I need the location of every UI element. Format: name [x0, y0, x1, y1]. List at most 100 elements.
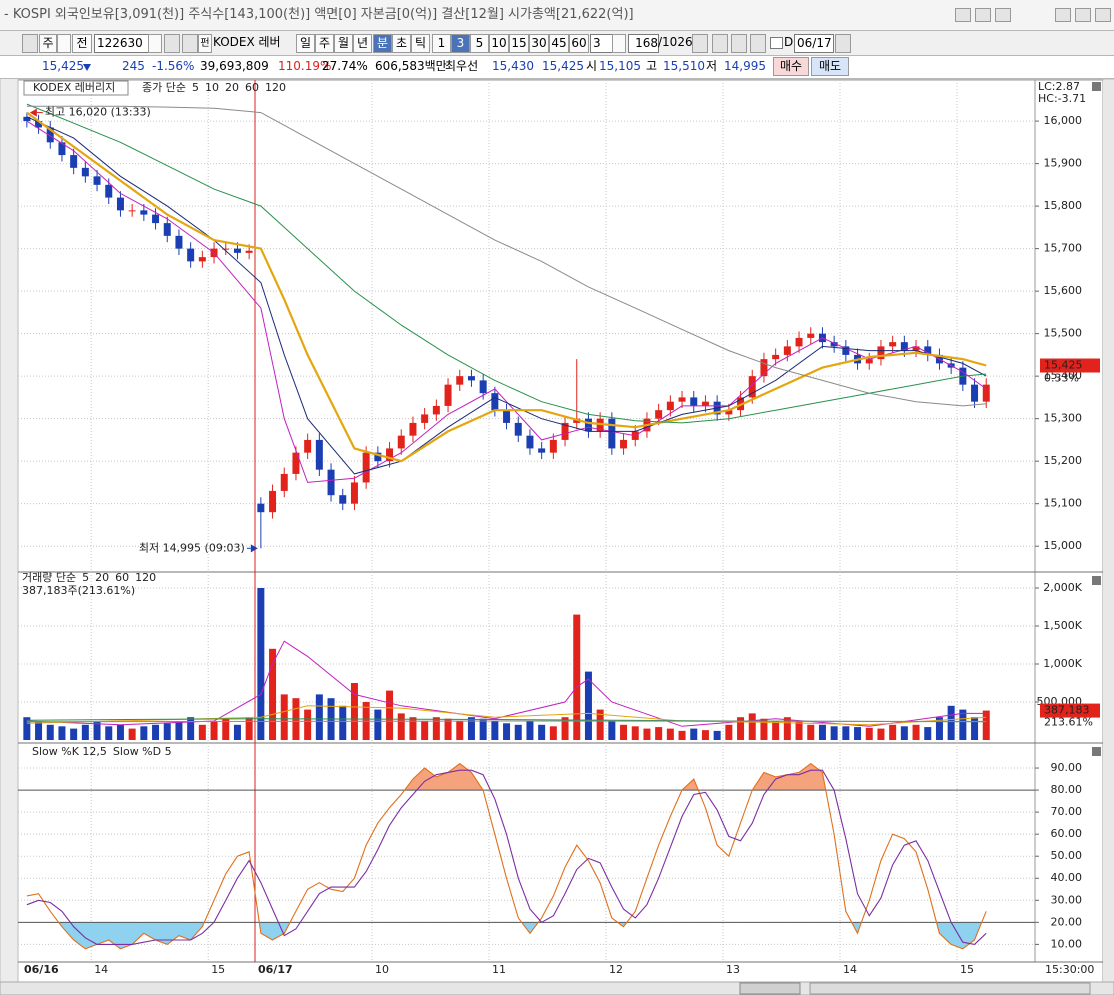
volume-bar [608, 721, 616, 740]
checkbox[interactable] [770, 37, 783, 49]
y-tick-label: 30.00 [1051, 893, 1083, 906]
candle-body [35, 121, 43, 128]
candle-body [655, 410, 663, 419]
save-button[interactable] [731, 34, 747, 53]
y-tick-label: 60.00 [1051, 827, 1083, 840]
legend-entry: 20 [225, 81, 239, 94]
dropdown-arrow[interactable] [148, 34, 162, 53]
ma-line [26, 111, 987, 463]
buy-button[interactable]: 매수 [773, 57, 809, 76]
candle-body [807, 333, 815, 338]
candle-body [245, 250, 253, 253]
annotation-arrow [29, 108, 37, 117]
calendar-button[interactable] [835, 34, 851, 53]
interval-button[interactable]: 10 [489, 34, 509, 53]
volume-bar [924, 727, 932, 740]
volume: 39,693,809 [200, 59, 269, 73]
candle-body [561, 422, 569, 440]
candle-body [620, 439, 628, 449]
adjust-button[interactable]: 전 [72, 34, 92, 53]
minimize-button[interactable] [1055, 8, 1071, 22]
pane-close[interactable] [1092, 82, 1101, 91]
tool-button[interactable] [692, 34, 708, 53]
candle-body [503, 410, 511, 423]
volume-bar [81, 724, 89, 740]
unit-button[interactable]: 일 [296, 34, 315, 53]
legend-entry: 5 [192, 81, 199, 94]
unit-button[interactable]: 년 [353, 34, 372, 53]
candle-body [830, 342, 838, 347]
dropdown-arrow[interactable] [57, 34, 71, 53]
candle-body [105, 184, 113, 198]
y-tick-label: 15,700 [1044, 242, 1083, 255]
volume-bar [947, 705, 955, 740]
annotation-arrow [250, 544, 258, 553]
candle-body [233, 248, 241, 253]
volume-bar [245, 717, 253, 740]
unit-button[interactable]: 틱 [411, 34, 430, 53]
zoom-buttons[interactable] [809, 982, 1091, 995]
count-input[interactable]: 168 [628, 34, 659, 53]
interval-button[interactable]: 45 [549, 34, 569, 53]
volume-bar [467, 717, 475, 740]
volume-bar [865, 727, 873, 740]
multiplier-input[interactable]: 3 [590, 34, 614, 53]
down-arrow [83, 64, 91, 71]
turnover: 27.74% [322, 59, 368, 73]
window-button[interactable] [955, 8, 971, 22]
close-button[interactable] [1095, 8, 1111, 22]
candle-body [912, 346, 920, 351]
interval-button[interactable]: 15 [509, 34, 529, 53]
y-tick-label: 15,200 [1044, 454, 1083, 467]
dropdown-arrow[interactable] [612, 34, 626, 53]
x-tick-label: 11 [492, 963, 506, 976]
tool-button[interactable] [712, 34, 728, 53]
y-tick-label: 15,000 [1044, 539, 1083, 552]
sound-button[interactable] [182, 34, 198, 53]
interval-button[interactable]: 3 [451, 34, 470, 53]
chart-name: KODEX 레버리지 [33, 81, 115, 94]
sell-button[interactable]: 매도 [811, 57, 849, 76]
interval-button[interactable]: 60 [569, 34, 589, 53]
volume-bar [386, 690, 394, 740]
volume-bar [678, 730, 686, 740]
stochastic-line [26, 762, 987, 950]
candle-body [865, 359, 873, 364]
candle-body [327, 469, 335, 496]
x-tick-label: 14 [94, 963, 108, 976]
open-label: 시 [586, 59, 598, 73]
interval-button[interactable]: 30 [529, 34, 549, 53]
unit-button[interactable]: 분 [373, 34, 392, 53]
unit-button[interactable]: 초 [392, 34, 411, 53]
settings-button[interactable] [750, 34, 766, 53]
window-button[interactable] [995, 8, 1011, 22]
y-tick-label: 1,000K [1043, 657, 1082, 670]
candle-body [760, 359, 768, 377]
candle-body [280, 473, 288, 491]
layout-button[interactable] [22, 34, 38, 53]
period-select[interactable]: 주 [39, 34, 57, 53]
price: 15,425 [42, 59, 84, 73]
volume-bar [198, 724, 206, 740]
pane-close[interactable] [1092, 576, 1101, 585]
search-button[interactable] [164, 34, 180, 53]
volume-bar [70, 728, 78, 740]
unit-button[interactable]: 주 [315, 34, 334, 53]
scroll-buttons[interactable] [739, 982, 801, 995]
low-label: 저 [706, 59, 718, 73]
unit-button[interactable]: 월 [334, 34, 353, 53]
candle-body [608, 418, 616, 449]
window-button[interactable] [975, 8, 991, 22]
ma-line [26, 116, 987, 475]
pane-close[interactable] [1092, 747, 1101, 756]
date-input[interactable]: 06/17 [794, 34, 834, 53]
candle-body [491, 393, 499, 411]
volume-bar [573, 614, 581, 740]
volume-bar [409, 717, 417, 740]
maximize-button[interactable] [1075, 8, 1091, 22]
volume-bar [222, 718, 230, 740]
interval-button[interactable]: 1 [432, 34, 451, 53]
code-input[interactable]: 122630 [94, 34, 150, 53]
interval-button[interactable]: 5 [470, 34, 489, 53]
candle-body [269, 490, 277, 513]
